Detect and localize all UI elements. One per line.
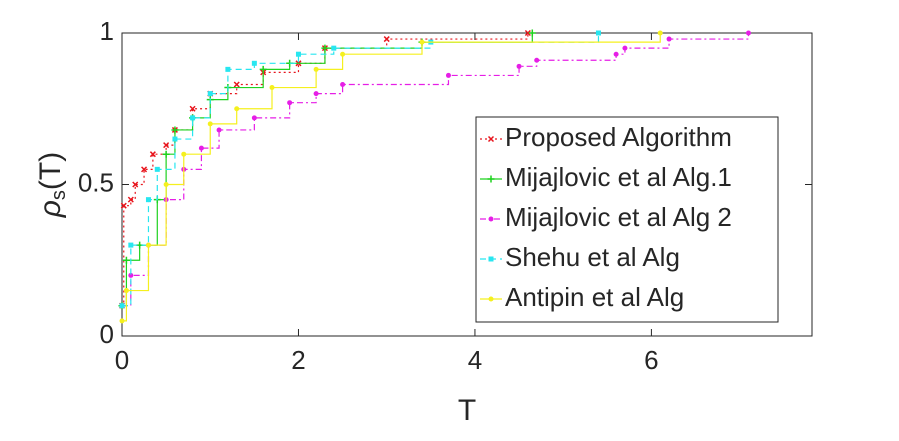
x-tick-label: 0 [115,345,129,375]
marker [251,115,257,121]
marker [340,51,346,57]
marker [119,303,125,309]
marker [524,29,531,37]
legend-box [475,116,779,323]
marker [657,30,663,36]
marker [383,36,390,43]
series-line [122,33,661,322]
marker [162,150,170,158]
y-axis-label-part: (T) [34,152,67,190]
legend-label: Mijajlovic et al Alg 2 [505,202,732,232]
x-tick-label: 4 [468,345,482,375]
marker [120,202,127,209]
marker [313,66,319,72]
marker [321,44,329,52]
x-tick-label: 6 [644,345,658,375]
marker [163,182,169,187]
marker [287,100,293,106]
plot-frame [121,32,813,337]
marker [534,57,540,63]
y-axis-label-part: ρ [34,200,67,218]
legend-label: Proposed Algorithm [505,122,732,152]
x-axis-label: T [458,394,476,427]
marker [122,256,130,264]
marker [233,81,240,88]
marker [128,242,134,248]
marker [163,142,170,149]
marker [528,29,536,37]
marker [487,175,495,183]
marker [181,151,187,157]
y-axis-label-part: s [48,190,70,200]
marker [207,91,213,97]
marker [171,126,179,134]
marker [340,82,346,88]
marker [622,45,628,51]
marker [127,196,134,203]
marker [251,60,257,66]
marker [259,65,267,73]
marker [225,66,231,72]
marker [123,288,129,294]
x-tick-label: 2 [291,345,305,375]
y-tick-label: 0 [100,319,114,349]
legend-label: Antipin et al Alg [505,282,684,312]
marker [128,272,134,278]
marker [313,91,319,97]
marker [419,39,425,45]
marker [487,135,495,143]
marker [216,127,222,133]
marker [745,30,751,36]
marker [189,105,196,112]
marker [132,181,139,188]
marker [488,216,494,222]
legend-label: Shehu et al Alg [505,242,680,272]
marker [295,51,301,57]
marker [145,197,151,203]
marker [172,136,178,142]
legend-label: Mijajlovic et al Alg.1 [505,162,732,192]
y-axis-label: ρs(T) [34,152,70,219]
marker [198,145,204,151]
marker [613,51,619,57]
marker [488,256,494,262]
marker [154,166,160,172]
marker [269,85,275,91]
y-tick-label: 1 [100,16,114,46]
marker [119,318,125,324]
marker [666,36,672,42]
marker [149,151,156,158]
marker [145,242,151,248]
marker [488,296,494,302]
marker [190,115,196,121]
marker [445,72,451,78]
y-tick-label: 0.5 [78,167,114,197]
marker [207,121,213,127]
marker [234,106,240,112]
marker [595,30,601,36]
marker [141,166,148,173]
marker [331,45,337,51]
marker [516,63,522,69]
